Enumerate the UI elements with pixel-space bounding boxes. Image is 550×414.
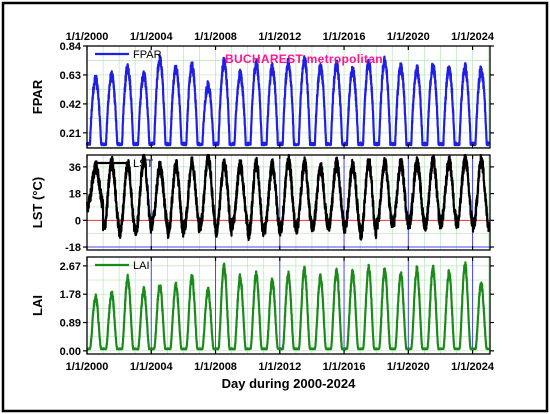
x-tick-label-top: 1/1/2008 bbox=[194, 31, 237, 43]
x-tick-label-bottom: 1/1/2000 bbox=[66, 361, 109, 373]
fpar-series-line bbox=[85, 54, 490, 147]
lai-y-tick-label: 1.78 bbox=[60, 289, 81, 301]
lst-y-tick-label: 18 bbox=[69, 189, 81, 201]
x-tick-label-top: 1/1/2000 bbox=[66, 31, 109, 43]
lst-panel: -18 0 18 36 LST bbox=[65, 153, 494, 254]
fpar-y-tick-label: 0.84 bbox=[60, 41, 82, 53]
x-axis-title: Day during 2000-2024 bbox=[222, 376, 356, 391]
fpar-y-tick-label: 0.63 bbox=[60, 70, 81, 82]
top-x-tick-labels: 1/1/2000 1/1/2004 1/1/2008 1/1/2012 1/1/… bbox=[66, 31, 495, 43]
lai-y-tick-label: 0.00 bbox=[60, 346, 81, 358]
fpar-panel: 0.21 0.42 0.63 0.84 FPAR bbox=[60, 41, 494, 149]
location-annotation: BUCHAREST metropolitan bbox=[225, 52, 383, 66]
lst-y-axis-title: LST (°C) bbox=[30, 177, 45, 228]
x-tick-label-top: 1/1/2020 bbox=[387, 31, 430, 43]
bottom-x-tick-labels: 1/1/2000 1/1/2004 1/1/2008 1/1/2012 1/1/… bbox=[66, 361, 495, 373]
lst-y-tick-label: -18 bbox=[65, 242, 81, 254]
lst-plot-frame bbox=[86, 154, 491, 251]
x-tick-label-top: 1/1/2004 bbox=[130, 31, 174, 43]
lai-series-line bbox=[86, 261, 490, 351]
x-tick-label-bottom: 1/1/2024 bbox=[451, 361, 495, 373]
x-tick-label-bottom: 1/1/2020 bbox=[387, 361, 430, 373]
lai-y-tick-label: 0.89 bbox=[60, 318, 81, 330]
lst-series-line bbox=[85, 153, 490, 242]
x-tick-label-bottom: 1/1/2004 bbox=[130, 361, 174, 373]
lai-plot-frame bbox=[86, 256, 491, 355]
lst-y-tick-label: 36 bbox=[69, 162, 81, 174]
x-tick-label-bottom: 1/1/2016 bbox=[323, 361, 366, 373]
x-tick-label-top: 1/1/2012 bbox=[258, 31, 301, 43]
lst-legend-label: LST bbox=[133, 158, 153, 170]
x-tick-label-top: 1/1/2016 bbox=[323, 31, 366, 43]
lst-y-tick-label: 0 bbox=[75, 215, 81, 227]
lai-legend-label: LAI bbox=[133, 260, 150, 272]
fpar-y-tick-label: 0.21 bbox=[60, 128, 81, 140]
fpar-y-tick-label: 0.42 bbox=[60, 99, 81, 111]
lai-y-axis-title: LAI bbox=[30, 295, 45, 316]
x-tick-label-bottom: 1/1/2012 bbox=[258, 361, 301, 373]
lai-panel: 0.00 0.89 1.78 2.67 LAI bbox=[60, 256, 494, 358]
x-tick-label-bottom: 1/1/2008 bbox=[194, 361, 237, 373]
fpar-plot-frame bbox=[86, 45, 491, 149]
x-tick-label-top: 1/1/2024 bbox=[451, 31, 495, 43]
fpar-y-axis-title: FPAR bbox=[30, 79, 45, 114]
lai-y-tick-label: 2.67 bbox=[60, 261, 81, 273]
fpar-legend-label: FPAR bbox=[133, 49, 162, 61]
